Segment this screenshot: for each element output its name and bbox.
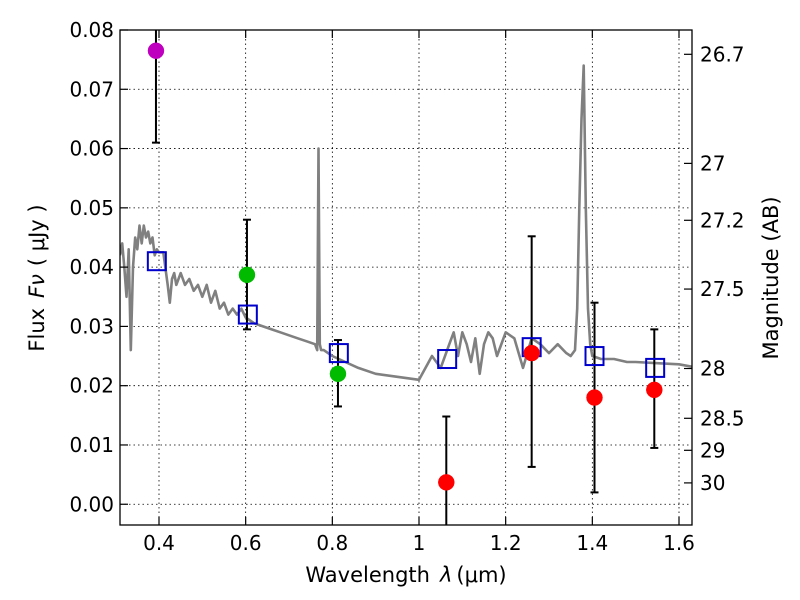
model-sed-line: [120, 64, 692, 382]
y-tick-label: 0.08: [69, 18, 114, 42]
model-photometry-square: [645, 357, 666, 378]
x-tick-label: 1.4: [576, 531, 608, 555]
magnitude-tick-label: 29: [700, 438, 725, 462]
x-tick-label: 1.6: [663, 531, 695, 555]
observed-point: [147, 42, 165, 59]
y-tick-label: 0.07: [69, 77, 114, 101]
magnitude-axis-ticks: 26.7 27 27.2 27.5 28 28.5 29 30: [684, 42, 745, 495]
model-photometry-square: [437, 349, 458, 370]
x-tick-label: 1: [413, 531, 426, 555]
magnitude-tick-label: 27.2: [700, 208, 745, 232]
x-tick-label: 0.8: [316, 531, 348, 555]
y-axis-label: FluxFν( μJy ): [25, 204, 49, 351]
y-tick-label: 0.02: [69, 374, 114, 398]
magnitude-tick-label: 26.7: [700, 42, 745, 66]
observed-point: [438, 474, 455, 491]
x-tick-label: 1.2: [490, 531, 522, 555]
y-axis-ticks: 0.00 0.01 0.02 0.03 0.04 0.05 0.06 0.07 0.08: [69, 18, 128, 516]
observed-point: [646, 381, 663, 399]
plot-frame: [119, 29, 693, 526]
model-photometry-square: [584, 346, 605, 367]
y-tick-label: 0.05: [69, 196, 114, 220]
model-photometry-square: [146, 251, 167, 272]
x-axis-label: Wavelength λ (μm): [305, 563, 506, 587]
y-tick-label: 0.03: [69, 314, 114, 338]
magnitude-tick-label: 30: [700, 471, 725, 495]
observed-point: [238, 266, 256, 284]
observed-point: [329, 365, 347, 383]
x-tick-label: 0.6: [230, 531, 262, 555]
magnitude-tick-label: 27.5: [700, 277, 745, 301]
y-tick-label: 0.01: [69, 433, 114, 457]
magnitude-axis-label: Magnitude (AB): [759, 196, 783, 359]
magnitude-tick-label: 27: [700, 151, 725, 175]
x-tick-label: 0.4: [143, 531, 175, 555]
magnitude-tick-label: 28.5: [700, 406, 745, 430]
plot-background: [120, 30, 692, 525]
y-tick-label: 0.04: [69, 255, 114, 279]
model-photometry-square: [237, 304, 258, 325]
observed-point: [523, 344, 540, 362]
model-photometry-square: [328, 343, 349, 364]
magnitude-tick-label: 28: [700, 356, 725, 380]
model-squares: [146, 251, 666, 378]
observed-point: [586, 389, 603, 406]
x-axis-ticks: 0.4 0.6 0.8 1 1.2 1.4 1.6: [143, 30, 695, 555]
y-tick-label: 0.06: [69, 137, 114, 161]
observed-points: [147, 42, 663, 491]
plot-area: [120, 30, 692, 525]
y-tick-label: 0.00: [69, 492, 114, 516]
